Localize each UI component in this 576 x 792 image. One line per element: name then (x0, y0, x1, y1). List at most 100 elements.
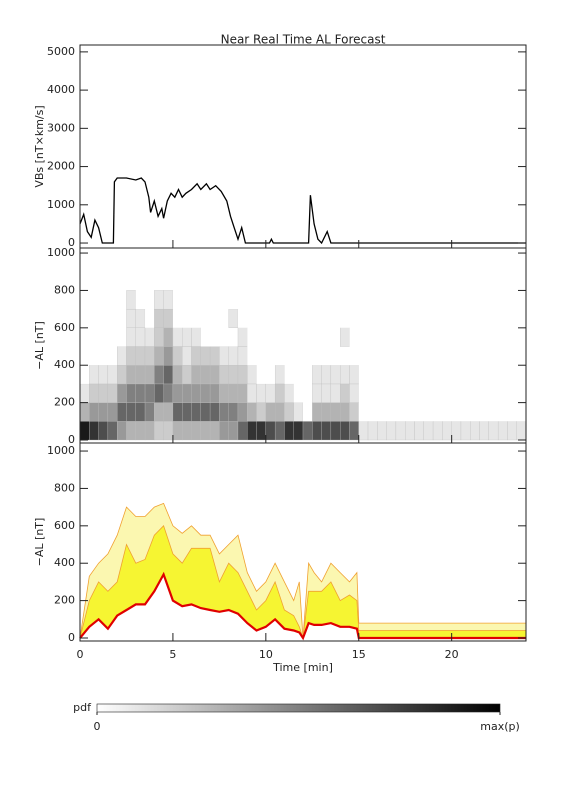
colorbar (96, 703, 501, 713)
heatmap-cell (479, 327, 489, 347)
heatmap-cell (433, 346, 443, 366)
heatmap-cell (516, 309, 526, 328)
area-line (79, 571, 526, 641)
heatmap-cell (498, 365, 508, 384)
heatmap-cell (247, 365, 257, 385)
heatmap-cell (349, 290, 359, 310)
heatmap-cell (126, 346, 136, 366)
heatmap-cell (405, 365, 415, 384)
heatmap-cell (172, 383, 183, 403)
heatmap-cell (479, 309, 489, 328)
heatmap-cell (358, 327, 369, 347)
heatmap-cell (200, 365, 211, 385)
heatmap-cell (377, 346, 387, 366)
heatmap-cell (265, 421, 276, 441)
heatmap-cell (349, 365, 359, 385)
heatmap-cell (79, 383, 90, 403)
heatmap-cell (423, 421, 434, 441)
heatmap-cell (303, 290, 313, 310)
heatmap-cell (247, 402, 257, 422)
heatmap-cell (237, 346, 248, 366)
heatmap-cell (284, 327, 294, 347)
heatmap-cell (442, 402, 452, 422)
heatmap-cell (256, 365, 266, 384)
heatmap-cell (377, 290, 387, 310)
heatmap-cell (377, 402, 387, 422)
heatmap-cell (237, 327, 248, 347)
heatmap-cell (247, 346, 257, 366)
heatmap-cell (135, 308, 146, 328)
chart-title: Near Real Time AL Forecast (221, 33, 386, 47)
heatmap-cell (228, 421, 239, 441)
y-tick-label: 200 (54, 594, 75, 607)
heatmap-cell (256, 290, 266, 310)
y-tick-label: 1000 (47, 198, 75, 211)
heatmap-cell (460, 421, 471, 441)
heatmap-cell (154, 308, 164, 328)
heatmap-cell (395, 383, 406, 403)
heatmap-cell (368, 365, 378, 384)
heatmap-cell (368, 402, 378, 422)
heatmap-cell (470, 402, 480, 422)
heatmap-cell (228, 327, 238, 347)
heatmap-cell (293, 327, 303, 347)
heatmap-cell (117, 327, 127, 347)
plot-frame (79, 442, 527, 642)
heatmap-cell (144, 421, 155, 441)
y-axis-label: −AL [nT] (33, 518, 46, 567)
heatmap-cell (191, 383, 201, 403)
heatmap-cell (470, 421, 480, 441)
heatmap-cell (414, 383, 424, 403)
y-tick-label: 0 (68, 236, 75, 249)
heatmap-cell (405, 421, 415, 441)
x-axis-label: Time [min] (272, 661, 333, 674)
heatmap-cell (488, 309, 499, 328)
heatmap-cell (144, 346, 155, 366)
heatmap-cell (200, 327, 211, 347)
heatmap-cell (247, 421, 257, 441)
y-tick-label: 800 (54, 283, 75, 296)
heatmap-cell (405, 327, 415, 347)
heatmap-cell (302, 421, 313, 441)
heatmap-cell (284, 365, 294, 384)
y-tick-label: 600 (54, 519, 75, 532)
heatmap-cell (265, 365, 276, 384)
heatmap-cell (219, 402, 229, 422)
y-tick-label: 1000 (47, 246, 75, 259)
heatmap-cell (423, 309, 434, 328)
heatmap-cell (367, 421, 378, 441)
heatmap-cell (386, 327, 396, 347)
heatmap-cell (275, 290, 285, 310)
heatmap-cell (219, 327, 229, 347)
heatmap-cell (321, 290, 331, 310)
heatmap-cell (182, 290, 192, 310)
heatmap-cell (330, 346, 341, 366)
heatmap-cell (154, 327, 164, 347)
x-tick-label: 15 (352, 648, 366, 661)
heatmap-cell (228, 346, 239, 366)
heatmap-cell (442, 421, 452, 441)
y-axis-label: VBs [nT×km/s] (33, 105, 46, 187)
heatmap-cell (451, 365, 461, 384)
heatmap-cell (488, 290, 499, 310)
heatmap-cell (191, 346, 201, 366)
heatmap-cell (303, 346, 313, 366)
heatmap-cell (107, 309, 118, 328)
heatmap-cell (191, 327, 201, 347)
heatmap-cell (98, 346, 108, 366)
heatmap-cell (89, 346, 99, 366)
heatmap-cell (423, 327, 434, 347)
heatmap-cell (293, 290, 303, 310)
heatmap-cell (172, 309, 183, 328)
heatmap-cell (507, 365, 517, 384)
heatmap-cell (358, 365, 369, 384)
heatmap-cell (154, 365, 164, 385)
heatmap-cell (98, 290, 108, 310)
heatmap-cell (98, 402, 109, 422)
heatmap-cell (89, 383, 99, 403)
heatmap-cell (135, 327, 146, 347)
heatmap-cell (303, 402, 313, 422)
heatmap-cell (145, 290, 155, 310)
heatmap-cell (293, 346, 303, 366)
heatmap-cell (433, 383, 443, 403)
